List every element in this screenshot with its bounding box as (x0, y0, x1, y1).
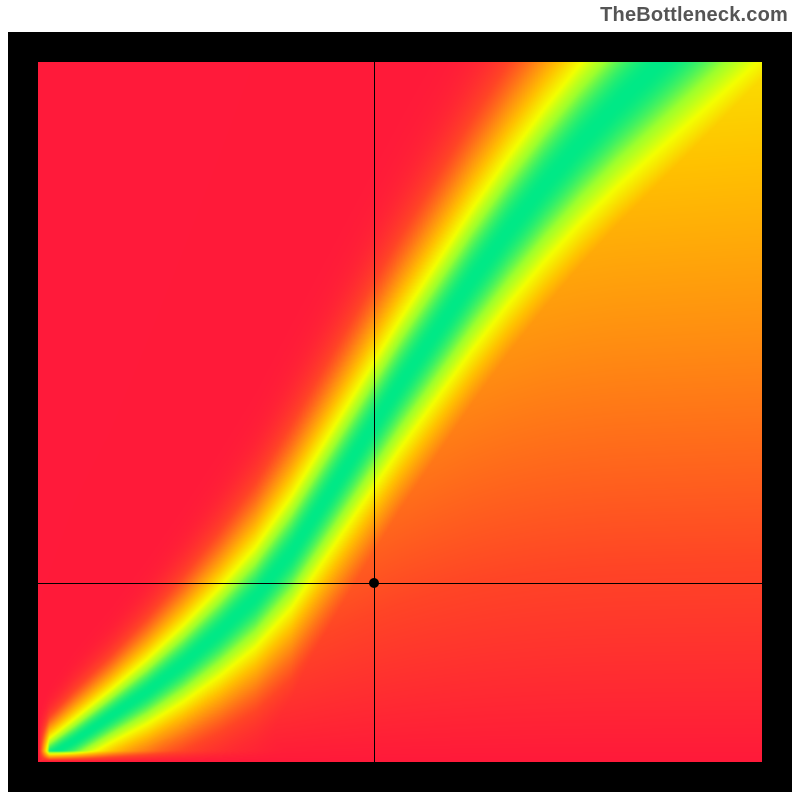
chart-container: TheBottleneck.com (0, 0, 800, 800)
bottleneck-heatmap (38, 62, 762, 762)
crosshair-marker (369, 578, 379, 588)
attribution-text: TheBottleneck.com (600, 4, 788, 27)
plot-inner (38, 62, 762, 762)
crosshair-vertical (374, 62, 375, 762)
crosshair-horizontal (38, 583, 762, 584)
